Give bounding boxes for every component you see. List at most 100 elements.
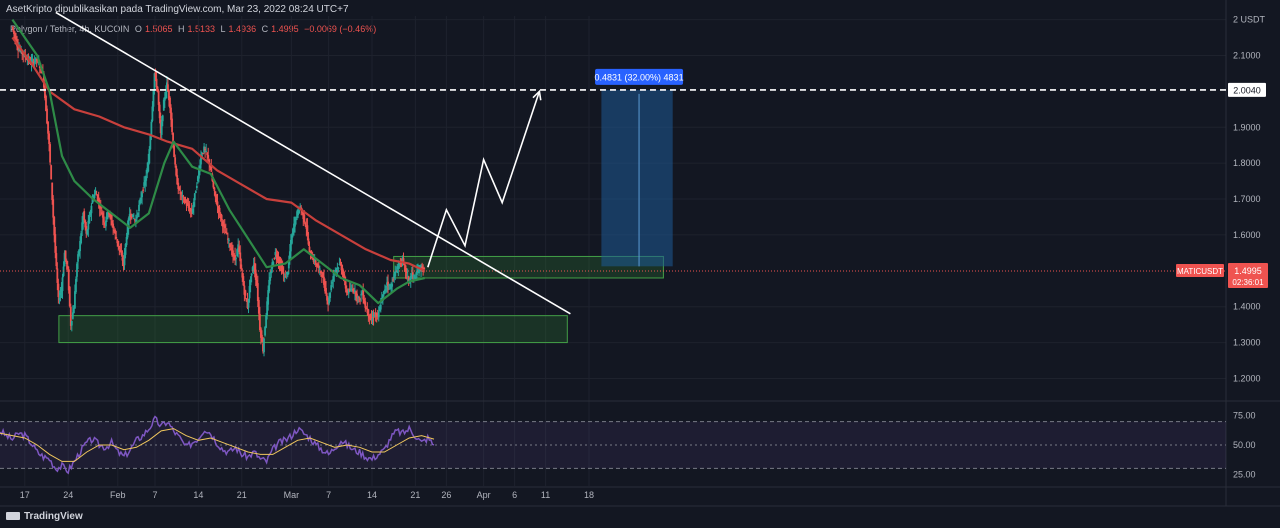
candle-up	[227, 239, 230, 241]
candle-up	[298, 210, 301, 214]
candle-down	[110, 215, 112, 220]
time-tick-label: 24	[63, 490, 73, 500]
candle-down	[109, 214, 111, 216]
candle-down	[375, 313, 378, 317]
candle-down	[170, 107, 172, 120]
candle-up	[410, 274, 413, 279]
candle-up	[125, 236, 128, 246]
candle-up	[198, 169, 200, 179]
candle-down	[215, 199, 218, 204]
candle-down	[225, 233, 228, 235]
candle-down	[369, 313, 372, 320]
candle-down	[258, 313, 261, 331]
open-label: O	[134, 24, 142, 34]
candle-up	[354, 290, 356, 293]
candle-down	[46, 108, 48, 124]
candle-down	[359, 298, 362, 300]
candle-up	[128, 213, 131, 220]
candle-up	[393, 274, 396, 279]
candle-up	[89, 211, 92, 216]
candle-down	[13, 30, 15, 34]
candle-down	[387, 281, 389, 287]
candle-up	[196, 176, 199, 182]
candle-up	[33, 60, 36, 63]
candle-up	[127, 218, 130, 230]
candle-up	[132, 217, 135, 219]
current-price-badge	[1228, 262, 1268, 288]
candle-up	[252, 264, 255, 269]
candle-down	[171, 118, 173, 132]
candle-down	[47, 121, 49, 134]
moving-averages	[11, 18, 426, 305]
candle-down	[168, 90, 170, 101]
candle-up	[79, 240, 81, 252]
candle-up	[147, 161, 150, 172]
candle-down	[55, 253, 58, 267]
candle-down	[245, 298, 248, 302]
candle-up	[394, 271, 397, 277]
candle-down	[232, 250, 234, 256]
candle-up	[378, 306, 381, 312]
candle-up	[61, 277, 64, 291]
candle-up	[126, 225, 129, 238]
candle-up	[181, 195, 184, 197]
candle-up	[81, 222, 84, 231]
candle-down	[216, 201, 219, 207]
candle-down	[365, 307, 368, 310]
candle-up	[161, 115, 164, 122]
candle-up	[267, 290, 270, 305]
candle-up	[357, 296, 359, 299]
candle-up	[136, 216, 138, 219]
candle-up	[413, 276, 416, 278]
candle-up	[107, 211, 109, 217]
candle-up	[236, 249, 239, 257]
candle-down	[120, 250, 123, 255]
candle-down	[224, 231, 227, 234]
candle-down	[257, 299, 260, 314]
candle-up	[377, 311, 380, 318]
candle-up	[270, 270, 273, 274]
candle-down	[178, 187, 181, 190]
candle-down	[220, 215, 223, 221]
candle-up	[416, 270, 418, 275]
candle-up	[287, 260, 290, 269]
candle-down	[51, 182, 54, 201]
candle-down	[348, 288, 351, 291]
candle-up	[373, 315, 376, 317]
candle-down	[254, 269, 257, 280]
candle-up	[296, 211, 298, 218]
candle-up	[82, 212, 85, 225]
candle-down	[280, 264, 283, 272]
target-price-label: 2.0040	[1233, 85, 1261, 95]
candle-down	[202, 152, 204, 154]
candle-down	[97, 199, 100, 202]
candle-up	[87, 220, 90, 230]
candle-down	[238, 246, 241, 253]
candle-up	[347, 289, 350, 294]
tradingview-logo[interactable]: TradingView	[6, 511, 83, 522]
candle-down	[100, 212, 103, 215]
candle-up	[335, 269, 338, 272]
candle-down	[112, 223, 115, 229]
candle-down	[189, 208, 192, 212]
candle-down	[366, 308, 369, 313]
candle-up	[386, 282, 388, 285]
candle-down	[17, 46, 19, 51]
candle-down	[262, 343, 264, 352]
time-tick-label: Apr	[477, 490, 491, 500]
candle-up	[75, 279, 77, 293]
candle-down	[255, 279, 258, 286]
candle-down	[184, 199, 187, 203]
candle-up	[91, 198, 94, 204]
candle-down	[351, 289, 354, 291]
candle-down	[307, 238, 310, 245]
candle-up	[299, 206, 302, 208]
candle-down	[324, 281, 326, 292]
candle-down	[169, 97, 171, 109]
candle-up	[409, 276, 412, 281]
candle-up	[264, 326, 266, 336]
candle-up	[288, 251, 291, 261]
candle-up	[94, 191, 97, 194]
close-label: C	[261, 24, 269, 34]
